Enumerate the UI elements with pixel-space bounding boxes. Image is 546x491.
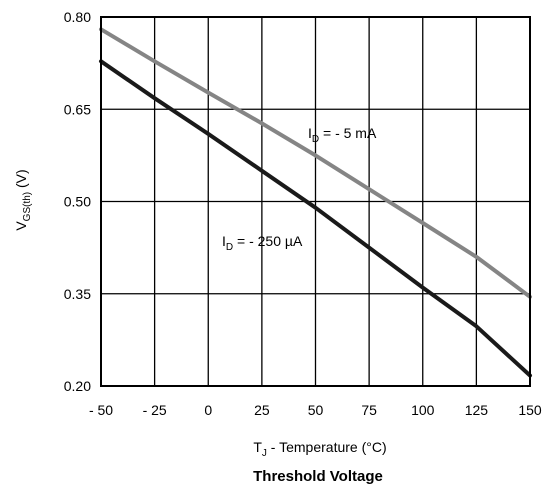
y-tick-labels: 0.20 0.35 0.50 0.65 0.80 [64,9,91,394]
series-label-5ma: ID = - 5 mA [308,125,377,145]
x-tick-label: 150 [518,402,542,418]
x-tick-label: 100 [411,402,435,418]
series-line-250ua [99,59,532,378]
plot-frame [100,16,531,387]
y-tick-label: 0.20 [64,378,91,394]
x-tick-label: - 50 [89,402,113,418]
x-tick-label: 0 [204,402,212,418]
series-lines [99,27,532,378]
series-label-250ua: ID = - 250 µA [222,233,303,253]
y-tick-label: 0.80 [64,9,91,25]
x-tick-label: 125 [465,402,489,418]
grid-lines [100,16,531,387]
y-axis-label: VGS(th) (V) [13,169,33,230]
y-tick-label: 0.65 [64,101,91,117]
y-tick-label: 0.50 [64,194,91,210]
chart-title: Threshold Voltage [253,468,383,485]
x-tick-label: 50 [308,402,324,418]
x-axis-label: TJ - Temperature (°C) [253,439,386,459]
y-tick-label: 0.35 [64,286,91,302]
series-line-5ma [99,27,532,299]
x-tick-label: 25 [254,402,270,418]
x-tick-label: - 25 [143,402,167,418]
x-tick-label: 75 [361,402,377,418]
x-tick-labels: - 50 - 25 0 25 50 75 100 125 150 [89,402,542,418]
